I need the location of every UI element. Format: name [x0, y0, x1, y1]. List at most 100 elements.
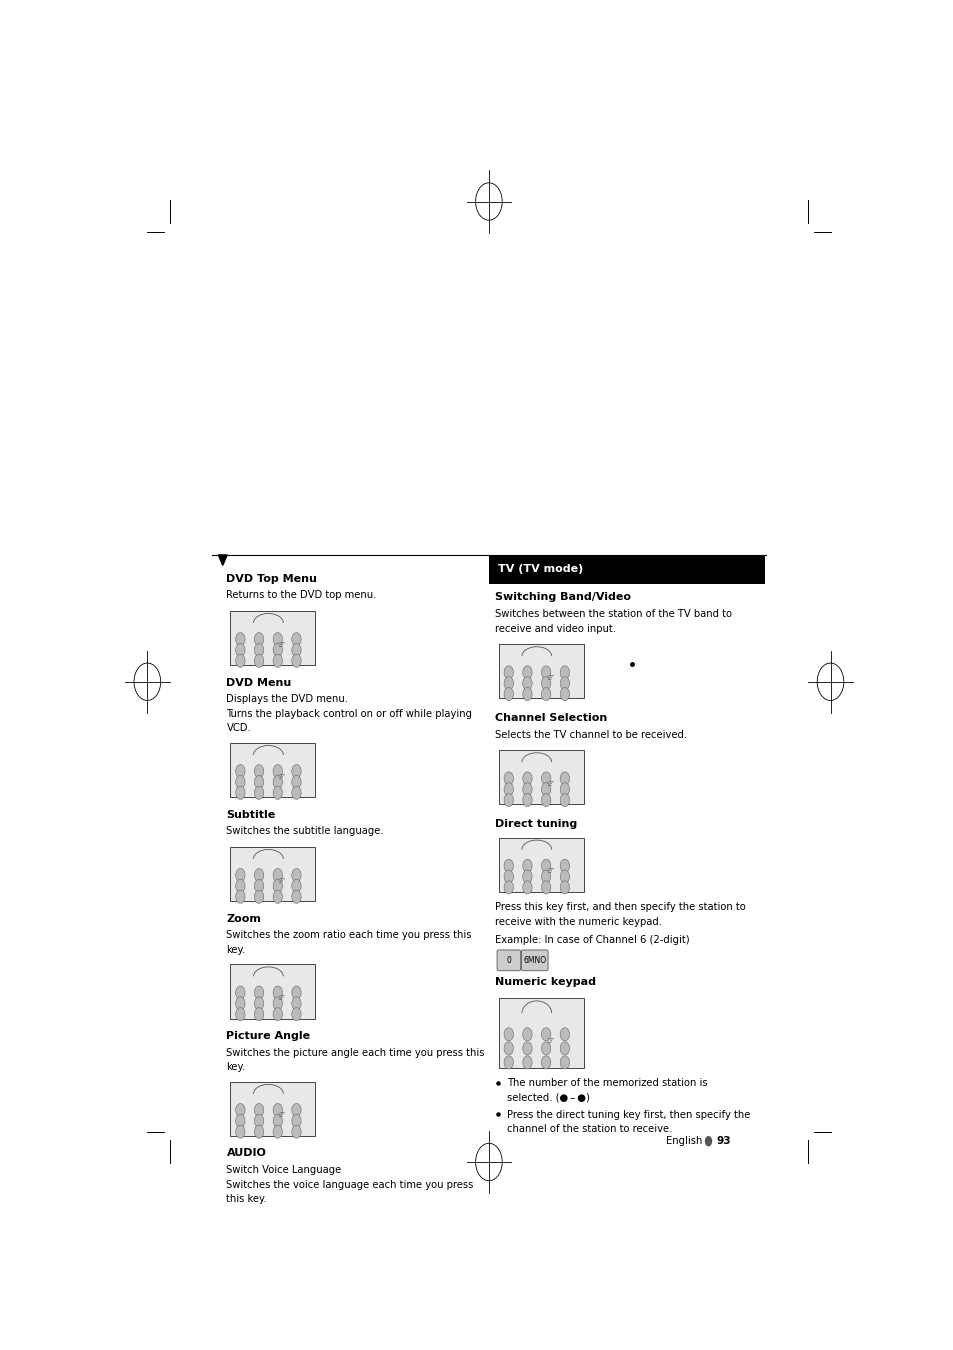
Circle shape [254, 1103, 263, 1116]
Circle shape [503, 1027, 513, 1041]
Circle shape [541, 676, 550, 690]
Circle shape [292, 890, 301, 903]
Circle shape [522, 869, 532, 883]
Circle shape [235, 1114, 245, 1127]
Circle shape [273, 1235, 282, 1249]
Circle shape [559, 676, 569, 690]
Text: Direct tuning: Direct tuning [495, 819, 577, 829]
Circle shape [235, 1235, 245, 1249]
Circle shape [522, 676, 532, 690]
Circle shape [254, 986, 263, 999]
Circle shape [254, 890, 263, 903]
Circle shape [522, 783, 532, 796]
Circle shape [559, 783, 569, 796]
Circle shape [541, 772, 550, 786]
Circle shape [254, 1007, 263, 1021]
Text: Switches between the station of the TV band to: Switches between the station of the TV b… [495, 609, 731, 620]
Text: this key.: this key. [226, 1195, 267, 1204]
Text: Switching Band/Video: Switching Band/Video [495, 593, 630, 602]
Circle shape [273, 1114, 282, 1127]
Circle shape [254, 1125, 263, 1138]
Circle shape [273, 633, 282, 645]
Circle shape [541, 859, 550, 872]
Circle shape [235, 655, 245, 667]
Text: ☞: ☞ [277, 640, 285, 649]
Circle shape [292, 986, 301, 999]
Circle shape [503, 687, 513, 701]
Text: Switches the picture angle each time you press this: Switches the picture angle each time you… [226, 1048, 484, 1057]
Circle shape [541, 687, 550, 701]
Text: ☞: ☞ [277, 1111, 285, 1120]
Circle shape [133, 663, 160, 701]
Circle shape [559, 666, 569, 679]
Circle shape [254, 644, 263, 656]
Text: Displays the DVD menu.: Displays the DVD menu. [226, 694, 348, 705]
Text: receive and video input.: receive and video input. [495, 624, 616, 633]
Circle shape [273, 986, 282, 999]
Circle shape [559, 880, 569, 894]
Circle shape [235, 1103, 245, 1116]
Text: Zoom: Zoom [226, 914, 261, 923]
FancyBboxPatch shape [230, 612, 314, 666]
Circle shape [817, 663, 843, 701]
Circle shape [503, 1042, 513, 1054]
Circle shape [292, 655, 301, 667]
FancyBboxPatch shape [230, 1081, 314, 1135]
FancyBboxPatch shape [230, 743, 314, 796]
Circle shape [235, 644, 245, 656]
Circle shape [503, 783, 513, 796]
Circle shape [292, 1125, 301, 1138]
Circle shape [704, 1135, 712, 1146]
Circle shape [254, 655, 263, 667]
Circle shape [559, 1042, 569, 1054]
Circle shape [273, 644, 282, 656]
Circle shape [292, 1257, 301, 1270]
Text: DVD Top Menu: DVD Top Menu [226, 574, 317, 583]
Text: receive with the numeric keypad.: receive with the numeric keypad. [495, 917, 661, 926]
Text: Switches the subtitle language.: Switches the subtitle language. [226, 826, 384, 836]
Text: Returns to the DVD top menu.: Returns to the DVD top menu. [226, 590, 376, 601]
Circle shape [522, 1027, 532, 1041]
Text: ☞: ☞ [545, 674, 553, 682]
Circle shape [273, 868, 282, 882]
Circle shape [541, 1042, 550, 1054]
Circle shape [292, 1103, 301, 1116]
Circle shape [235, 633, 245, 645]
Text: 0: 0 [506, 956, 511, 965]
Circle shape [254, 1246, 263, 1260]
Circle shape [522, 1042, 532, 1054]
Circle shape [522, 666, 532, 679]
Circle shape [541, 783, 550, 796]
Text: Switches the voice language each time you press: Switches the voice language each time yo… [226, 1180, 474, 1189]
Text: DVD Menu: DVD Menu [226, 678, 292, 687]
Circle shape [559, 794, 569, 807]
Circle shape [541, 869, 550, 883]
FancyBboxPatch shape [521, 950, 547, 971]
Circle shape [254, 764, 263, 778]
Text: Switch Voice Language: Switch Voice Language [226, 1165, 341, 1174]
FancyBboxPatch shape [497, 950, 520, 971]
Text: channel of the station to receive.: channel of the station to receive. [506, 1125, 671, 1134]
Text: TV (TV mode): TV (TV mode) [497, 564, 582, 575]
Circle shape [522, 772, 532, 786]
Circle shape [541, 1056, 550, 1069]
Circle shape [254, 996, 263, 1010]
Text: Switches the zoom ratio each time you press this: Switches the zoom ratio each time you pr… [226, 930, 472, 940]
Circle shape [235, 764, 245, 778]
Circle shape [559, 772, 569, 786]
Text: VCD.: VCD. [226, 724, 251, 733]
Circle shape [235, 879, 245, 892]
Circle shape [503, 1056, 513, 1069]
Circle shape [273, 890, 282, 903]
Circle shape [273, 1246, 282, 1260]
Circle shape [541, 666, 550, 679]
Text: 6MNO: 6MNO [522, 956, 546, 965]
Text: 93: 93 [716, 1137, 731, 1146]
Circle shape [476, 182, 501, 220]
Circle shape [235, 1007, 245, 1021]
Text: key.: key. [226, 1062, 246, 1072]
FancyBboxPatch shape [230, 846, 314, 900]
Circle shape [503, 794, 513, 807]
Text: Subtitle: Subtitle [226, 810, 275, 819]
Circle shape [503, 880, 513, 894]
